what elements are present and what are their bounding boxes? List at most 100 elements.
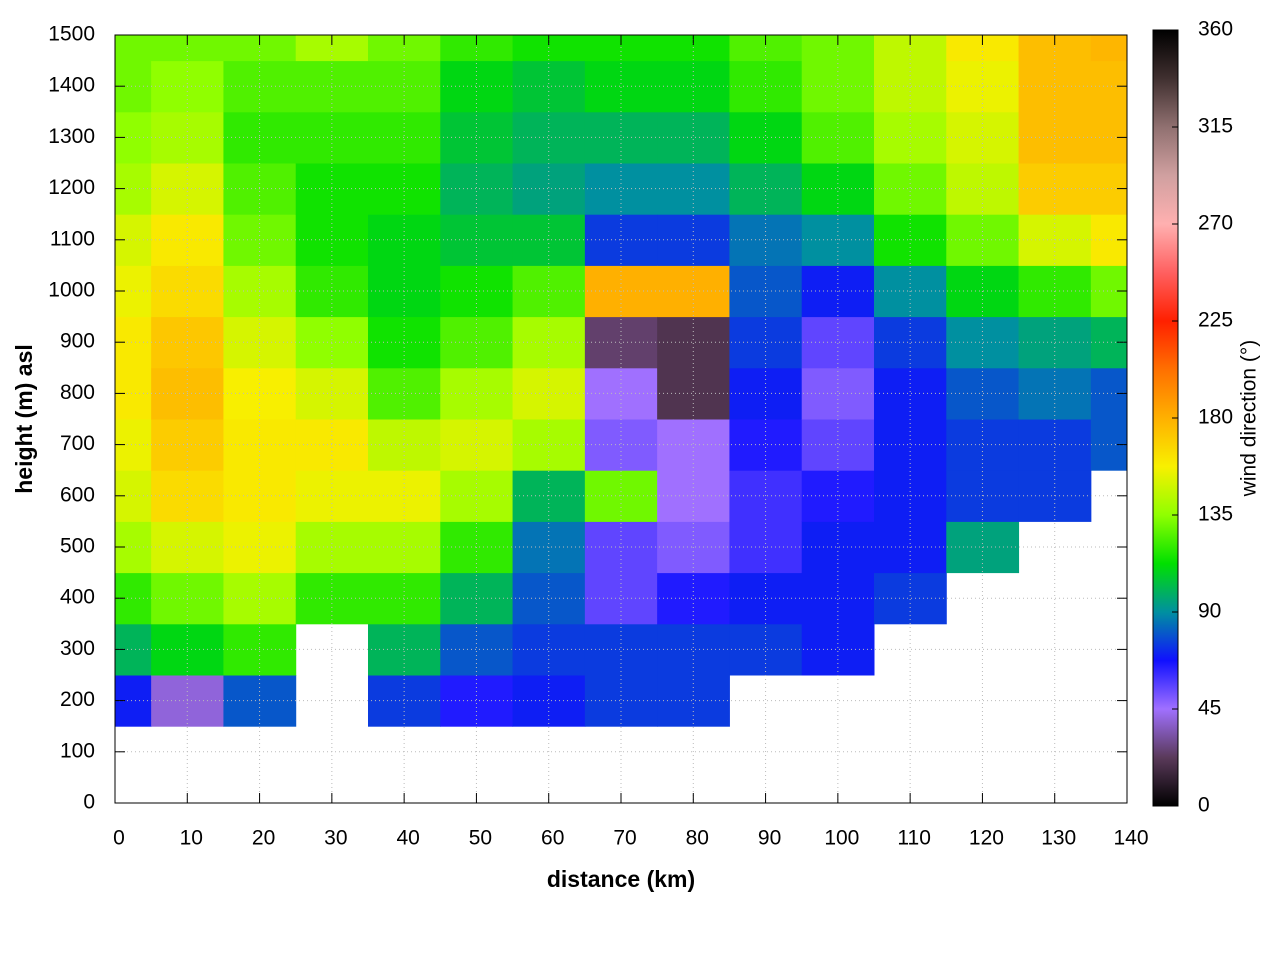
heat-cell <box>584 623 658 676</box>
heat-cell <box>801 623 875 676</box>
y-tick-label: 600 <box>60 483 95 506</box>
x-tick-label: 0 <box>113 827 125 850</box>
heat-cell <box>584 214 658 266</box>
heat-cell <box>512 111 586 164</box>
heat-cell <box>368 675 441 727</box>
y-tick-label: 0 <box>83 791 95 814</box>
x-tick-label: 70 <box>613 827 636 850</box>
y-tick-label: 900 <box>60 330 95 353</box>
y-tick-label: 1100 <box>50 227 95 250</box>
heat-cell <box>1018 60 1092 113</box>
heat-cell <box>946 111 1020 164</box>
heat-cell <box>440 214 514 266</box>
y-tick-label: 700 <box>60 432 95 455</box>
heat-cell <box>295 316 369 369</box>
heat-cell <box>368 316 441 369</box>
heat-cell <box>512 470 586 522</box>
heat-cell <box>368 470 441 522</box>
x-tick-label: 20 <box>252 827 275 850</box>
heat-cell <box>801 214 875 266</box>
heatmap <box>115 35 1128 727</box>
x-tick-label: 110 <box>897 827 930 850</box>
heat-cell <box>657 214 730 266</box>
colorbar-tick-label: 90 <box>1198 600 1221 623</box>
heat-cell <box>440 367 514 420</box>
heat-cell <box>729 111 803 164</box>
x-tick-label: 140 <box>1113 827 1148 850</box>
colorbar-tick-label: 180 <box>1198 406 1233 429</box>
heat-cell <box>512 214 586 266</box>
heat-cell <box>946 470 1020 522</box>
heat-cell <box>874 367 947 420</box>
heat-cell <box>440 623 514 676</box>
x-tick-label: 40 <box>396 827 419 850</box>
heat-cell <box>115 35 152 62</box>
y-tick-label: 1400 <box>48 74 95 97</box>
heat-cell <box>729 367 803 420</box>
heat-cell <box>946 214 1020 266</box>
heat-cell <box>1018 419 1092 471</box>
y-tick-label: 400 <box>60 586 95 609</box>
colorbar-tick-label: 315 <box>1198 115 1233 138</box>
heat-cell <box>368 367 441 420</box>
heat-cell <box>946 316 1020 369</box>
heat-cell <box>295 60 369 113</box>
y-axis-label: height (m) asl <box>11 344 37 494</box>
heat-cell <box>512 623 586 676</box>
heat-cell <box>874 111 947 164</box>
x-tick-label: 130 <box>1041 827 1076 850</box>
heat-cell <box>1018 470 1092 522</box>
x-tick-label: 50 <box>469 827 492 850</box>
heat-cell <box>946 60 1020 113</box>
heat-cell <box>368 111 441 164</box>
x-tick-label: 100 <box>824 827 859 850</box>
heat-cell <box>295 419 369 471</box>
heat-cell <box>946 367 1020 420</box>
y-tick-label: 1200 <box>48 176 95 199</box>
heat-cell <box>368 60 441 113</box>
heat-cell <box>729 623 803 676</box>
y-tick-label: 200 <box>60 688 95 711</box>
heat-cell <box>874 470 947 522</box>
heat-cell <box>368 163 441 215</box>
heat-cell <box>584 470 658 522</box>
heat-cell <box>368 214 441 266</box>
y-tick-label: 1300 <box>48 125 95 148</box>
x-tick-label: 60 <box>541 827 564 850</box>
plot-frame <box>114 34 1128 804</box>
heat-cell <box>584 367 658 420</box>
y-tick-label: 500 <box>60 535 95 558</box>
heat-cell <box>657 111 730 164</box>
heat-cell <box>729 214 803 266</box>
heat-cell <box>729 470 803 522</box>
heat-cell <box>584 111 658 164</box>
heat-cell <box>368 572 441 625</box>
heat-cell <box>1018 163 1092 215</box>
colorbar-tick-label: 270 <box>1198 212 1233 235</box>
colorbar-tick-label: 360 <box>1198 18 1233 41</box>
heat-cell <box>801 367 875 420</box>
heat-cell <box>295 163 369 215</box>
heat-cell <box>512 367 586 420</box>
heat-cell <box>657 470 730 522</box>
colorbar-tick-label: 225 <box>1198 309 1233 332</box>
heat-cell <box>1018 316 1092 369</box>
y-tick-label: 1000 <box>48 279 95 302</box>
heat-cell <box>801 111 875 164</box>
colorbar-tick-label: 45 <box>1198 697 1221 720</box>
heat-cell <box>657 367 730 420</box>
heat-cell <box>368 623 441 676</box>
y-tick-label: 800 <box>60 381 95 404</box>
x-tick-label: 80 <box>686 827 709 850</box>
y-tick-label: 1500 <box>48 23 95 46</box>
x-axis-label: distance (km) <box>547 866 695 892</box>
heat-cell <box>801 470 875 522</box>
heat-cell <box>1018 214 1092 266</box>
colorbar-tick-label: 0 <box>1198 794 1210 817</box>
heat-cell <box>657 623 730 676</box>
heat-cell <box>295 572 369 625</box>
colorbar-label: wind direction (°) <box>1238 340 1261 498</box>
heat-cell <box>295 214 369 266</box>
heat-cell <box>946 163 1020 215</box>
